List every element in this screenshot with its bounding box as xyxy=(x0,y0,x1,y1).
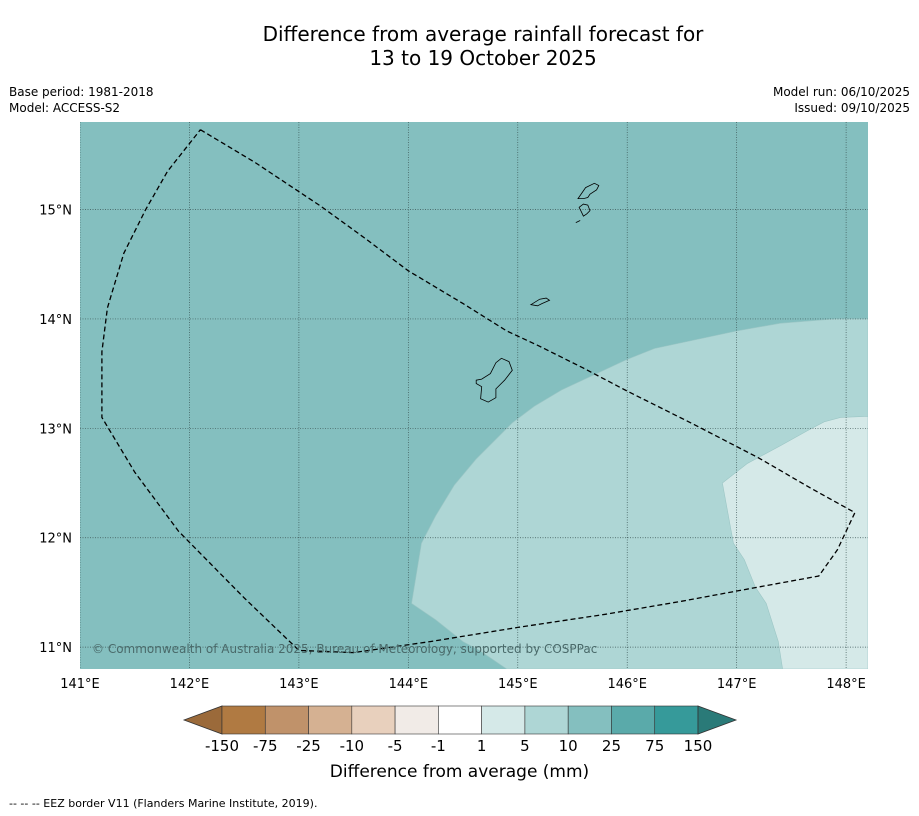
map-layers xyxy=(80,122,868,669)
x-tick-label: 147°E xyxy=(717,677,757,692)
colorbar-tick-label: 150 xyxy=(684,737,713,755)
island-4 xyxy=(529,297,551,307)
colorbar-tick-label: -25 xyxy=(296,737,321,755)
y-tick-label: 15°N xyxy=(39,204,72,219)
x-tick-label: 145°E xyxy=(498,677,538,692)
colorbar-cell xyxy=(524,705,569,735)
meta-left: Base period: 1981-2018 Model: ACCESS-S2 xyxy=(9,84,154,116)
colorbar-cell xyxy=(264,705,309,735)
chart-title: Difference from average rainfall forecas… xyxy=(0,22,919,70)
colorbar-cell xyxy=(611,705,656,735)
copyright-text: © Commonwealth of Australia 2025, Bureau… xyxy=(92,642,597,656)
colorbar-tick-label: 25 xyxy=(602,737,621,755)
y-tick-label: 14°N xyxy=(39,313,72,328)
issued-text: Issued: 09/10/2025 xyxy=(794,101,910,115)
colorbar-extend-low xyxy=(182,705,223,735)
colorbar-tick-label: -10 xyxy=(340,737,365,755)
colorbar-tick-label: -150 xyxy=(205,737,239,755)
x-tick-label: 141°E xyxy=(60,677,100,692)
island-3 xyxy=(575,220,581,223)
colorbar-tick-label: 1 xyxy=(477,737,487,755)
colorbar-tick-label: 75 xyxy=(645,737,664,755)
title-line-1: Difference from average rainfall forecas… xyxy=(262,22,704,46)
colorbar-cell xyxy=(438,705,482,735)
colorbar-extend-high xyxy=(697,705,738,735)
colorbar: -150 -75 -25 -10 -5 -1 1 5 10 25 75 150 xyxy=(182,705,738,755)
footnote: -- -- -- EEZ border V11 (Flanders Marine… xyxy=(9,797,318,810)
colorbar-tick-label: -1 xyxy=(431,737,446,755)
x-tick-label: 142°E xyxy=(170,677,210,692)
x-tick-label: 146°E xyxy=(607,677,647,692)
colorbar-cell xyxy=(394,705,439,735)
colorbar-tick-label: -75 xyxy=(253,737,278,755)
colorbar-cell xyxy=(654,705,699,735)
colorbar-cell xyxy=(481,705,526,735)
axis-labels: 141°E 142°E 143°E 144°E 145°E 146°E 147°E 148°E… xyxy=(39,204,866,692)
colorbar-title: Difference from average (mm) xyxy=(329,762,590,782)
island-1 xyxy=(577,182,600,200)
base-period-text: Base period: 1981-2018 xyxy=(9,85,154,99)
x-tick-label: 144°E xyxy=(389,677,429,692)
colorbar-tick-label: 10 xyxy=(559,737,578,755)
x-tick-label: 148°E xyxy=(826,677,866,692)
eez-border-line xyxy=(101,129,856,654)
x-tick-label: 143°E xyxy=(279,677,319,692)
colorbar-cell xyxy=(221,705,266,735)
island-2 xyxy=(578,203,591,217)
model-run-text: Model run: 06/10/2025 xyxy=(772,85,910,99)
title-line-2: 13 to 19 October 2025 xyxy=(369,46,597,70)
colorbar-cell xyxy=(351,705,396,735)
plot-area xyxy=(80,122,868,669)
colorbar-cell xyxy=(567,705,612,735)
colorbar-tick-label: -5 xyxy=(388,737,403,755)
colorbar-tick-label: 5 xyxy=(520,737,530,755)
model-text: Model: ACCESS-S2 xyxy=(9,101,121,115)
island-5 xyxy=(475,357,513,403)
rainfall-region-2 xyxy=(722,415,868,669)
colorbar-cell xyxy=(308,705,353,735)
meta-right: Model run: 06/10/2025 Issued: 09/10/2025 xyxy=(773,84,910,116)
y-tick-label: 13°N xyxy=(39,422,72,437)
y-tick-label: 12°N xyxy=(39,532,72,547)
y-tick-label: 11°N xyxy=(39,641,72,656)
